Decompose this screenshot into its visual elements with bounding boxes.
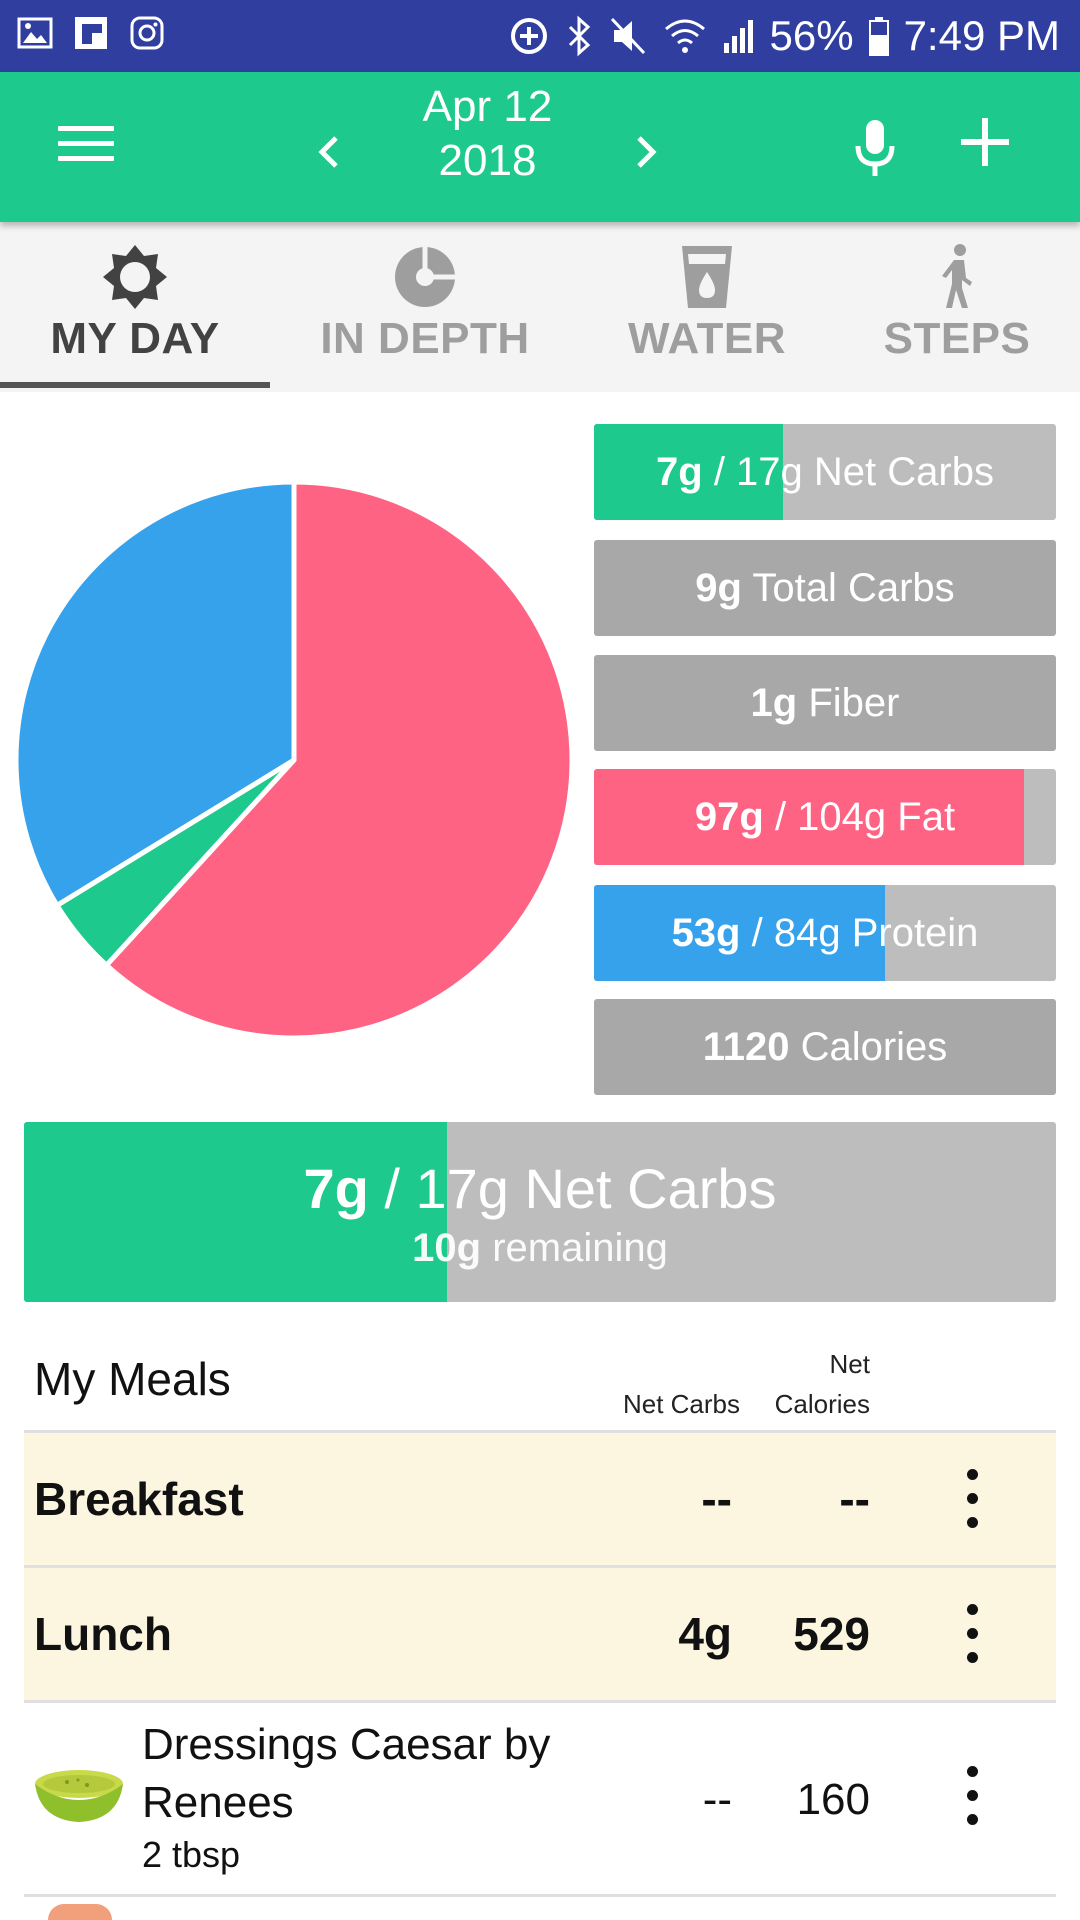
date-month-day: Apr 12 <box>422 82 553 131</box>
meal-name: Breakfast <box>34 1473 244 1525</box>
hamburger-menu-icon[interactable] <box>58 126 114 170</box>
meal-calories: -- <box>839 1473 870 1525</box>
net-carbs-bar[interactable]: 7g / 17g Net Carbs <box>594 424 1056 520</box>
water-glass-icon <box>682 246 732 308</box>
add-icon[interactable] <box>955 112 1015 172</box>
tab-steps[interactable]: STEPS <box>822 222 1080 392</box>
column-header-net: Net <box>829 1349 870 1379</box>
sun-gear-icon <box>103 245 167 309</box>
active-tab-indicator <box>0 382 270 388</box>
pie-slice-fat <box>103 480 574 1040</box>
meal-calories: 529 <box>793 1608 870 1660</box>
protein-bar[interactable]: 53g / 84g Protein <box>594 885 1056 981</box>
summary-fill <box>24 1122 448 1302</box>
net-carbs-summary-bar[interactable]: 7g / 17g Net Carbs 10g remaining <box>24 1122 1056 1302</box>
wifi-icon <box>664 19 705 53</box>
macro-pie-chart <box>14 480 574 1040</box>
meal-net-carbs: -- <box>701 1473 732 1525</box>
mute-icon <box>610 17 645 55</box>
fat-value: 97g <box>694 795 764 839</box>
dressing-bowl-icon <box>35 1770 123 1822</box>
calories-value: 1120 <box>702 1025 790 1069</box>
fat-bar[interactable]: 97g / 104g Fat <box>594 769 1056 865</box>
net-carbs-value: 7g <box>656 450 703 494</box>
column-header-calories: Calories <box>774 1389 870 1419</box>
tab-my-day[interactable]: MY DAY <box>0 222 270 392</box>
walking-person-icon <box>942 244 972 308</box>
tab-label: WATER <box>627 314 787 363</box>
system-status: 56% 7:49 PM <box>508 8 1060 64</box>
more-options-icon[interactable] <box>964 1469 980 1529</box>
net-carbs-fill <box>594 424 784 520</box>
tab-in-depth[interactable]: IN DEPTH <box>290 222 560 392</box>
fat-text: / 104g Fat <box>763 795 956 839</box>
food-name: Dressings Caesar by Renees <box>142 1720 551 1827</box>
next-day-button[interactable] <box>615 122 675 182</box>
tab-bar: MY DAY IN DEPTH WATER STEPS <box>0 222 1080 392</box>
date-year: 2018 <box>438 136 537 185</box>
calories-text: Calories <box>789 1025 948 1069</box>
fiber-text: Fiber <box>797 681 900 725</box>
protein-value: 53g <box>671 911 741 955</box>
protein-fill <box>594 885 886 981</box>
divider <box>24 1700 1056 1703</box>
fiber-bar[interactable]: 1g Fiber <box>594 655 1056 751</box>
previous-day-button[interactable] <box>300 122 360 182</box>
more-options-icon[interactable] <box>964 1766 980 1826</box>
total-carbs-value: 9g <box>695 566 742 610</box>
divider <box>24 1894 1056 1897</box>
meal-name: Lunch <box>34 1608 172 1660</box>
calories-bar[interactable]: 1120 Calories <box>594 999 1056 1095</box>
total-carbs-bar[interactable]: 9g Total Carbs <box>594 540 1056 636</box>
status-bar: 56% 7:49 PM <box>0 0 1080 72</box>
remaining-value: 10g <box>412 1226 482 1270</box>
meals-title: My Meals <box>34 1353 231 1405</box>
instagram-icon <box>130 16 164 50</box>
meal-row-lunch[interactable]: Lunch 4g 529 <box>24 1568 1056 1700</box>
clock: 7:49 PM <box>903 12 1060 59</box>
food-calories: 160 <box>796 1775 870 1824</box>
fat-fill <box>594 769 1024 865</box>
pie-slice-protein <box>14 480 297 908</box>
battery-icon <box>868 17 889 56</box>
gallery-icon <box>17 17 53 49</box>
bluetooth-icon <box>568 15 590 57</box>
column-header-net-calories: Net Calories <box>740 1344 870 1424</box>
battery-percent: 56% <box>769 12 854 59</box>
tab-label: STEPS <box>883 314 1031 363</box>
divider <box>24 1565 1056 1568</box>
tab-label: IN DEPTH <box>320 314 530 363</box>
protein-text: / 84g Protein <box>740 911 979 955</box>
notification-icons <box>16 14 166 52</box>
food-serving: 2 tbsp <box>142 1834 241 1875</box>
column-header-net-carbs: Net Carbs <box>622 1389 740 1419</box>
total-carbs-text: Total Carbs <box>741 566 955 610</box>
flipboard-icon <box>75 17 107 49</box>
tab-label: MY DAY <box>50 314 220 363</box>
data-saver-icon <box>510 18 547 54</box>
signal-icon <box>723 20 753 53</box>
fiber-value: 1g <box>750 681 798 725</box>
summary-value: 7g <box>303 1157 369 1220</box>
food-net-carbs: -- <box>702 1775 732 1824</box>
app-bar: Apr 12 2018 <box>0 72 1080 222</box>
pie-chart-icon <box>395 247 455 307</box>
food-item[interactable]: Dressings Caesar by Renees 2 tbsp -- 160 <box>24 1704 1056 1894</box>
microphone-icon[interactable] <box>848 116 902 180</box>
summary-text: / 17g Net Carbs <box>368 1157 777 1220</box>
meal-row-breakfast[interactable]: Breakfast -- -- <box>24 1433 1056 1565</box>
more-options-icon[interactable] <box>964 1604 980 1664</box>
date-display[interactable]: Apr 12 2018 <box>380 80 595 188</box>
remaining-text: remaining <box>481 1226 668 1270</box>
divider <box>24 1430 1056 1433</box>
net-carbs-text: / 17g Net Carbs <box>702 450 994 494</box>
meal-net-carbs: 4g <box>678 1608 732 1660</box>
tab-water[interactable]: WATER <box>572 222 842 392</box>
food-thumbnail-partial <box>48 1904 112 1920</box>
